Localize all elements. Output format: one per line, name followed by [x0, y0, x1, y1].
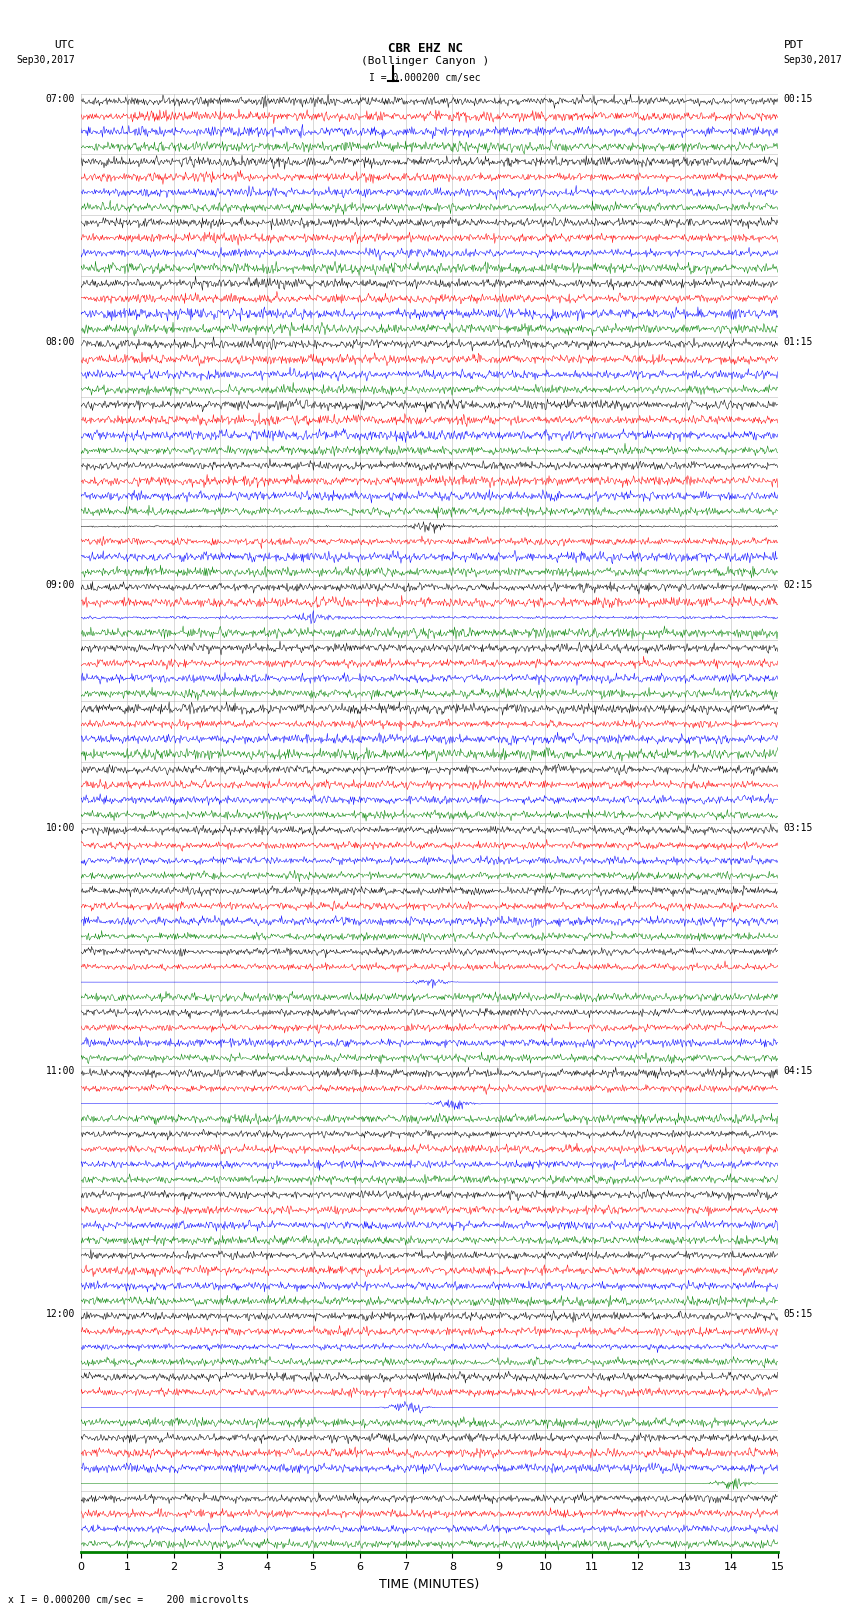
- Text: 08:00: 08:00: [45, 337, 75, 347]
- X-axis label: TIME (MINUTES): TIME (MINUTES): [379, 1578, 479, 1590]
- Text: CBR EHZ NC: CBR EHZ NC: [388, 42, 462, 55]
- Text: Sep30,2017: Sep30,2017: [784, 55, 842, 65]
- Text: 09:00: 09:00: [45, 579, 75, 590]
- Text: 03:15: 03:15: [784, 823, 813, 832]
- Text: 00:15: 00:15: [784, 94, 813, 103]
- Text: I = 0.000200 cm/sec: I = 0.000200 cm/sec: [369, 73, 481, 82]
- Text: UTC: UTC: [54, 40, 75, 50]
- Text: 02:15: 02:15: [784, 579, 813, 590]
- Text: x I = 0.000200 cm/sec =    200 microvolts: x I = 0.000200 cm/sec = 200 microvolts: [8, 1595, 249, 1605]
- Text: 12:00: 12:00: [45, 1308, 75, 1319]
- Text: 04:15: 04:15: [784, 1066, 813, 1076]
- Text: Sep30,2017: Sep30,2017: [16, 55, 75, 65]
- Text: PDT: PDT: [784, 40, 804, 50]
- Text: 01:15: 01:15: [784, 337, 813, 347]
- Text: 05:15: 05:15: [784, 1308, 813, 1319]
- Text: 07:00: 07:00: [45, 94, 75, 103]
- Text: (Bollinger Canyon ): (Bollinger Canyon ): [361, 56, 489, 66]
- Text: 11:00: 11:00: [45, 1066, 75, 1076]
- Text: 10:00: 10:00: [45, 823, 75, 832]
